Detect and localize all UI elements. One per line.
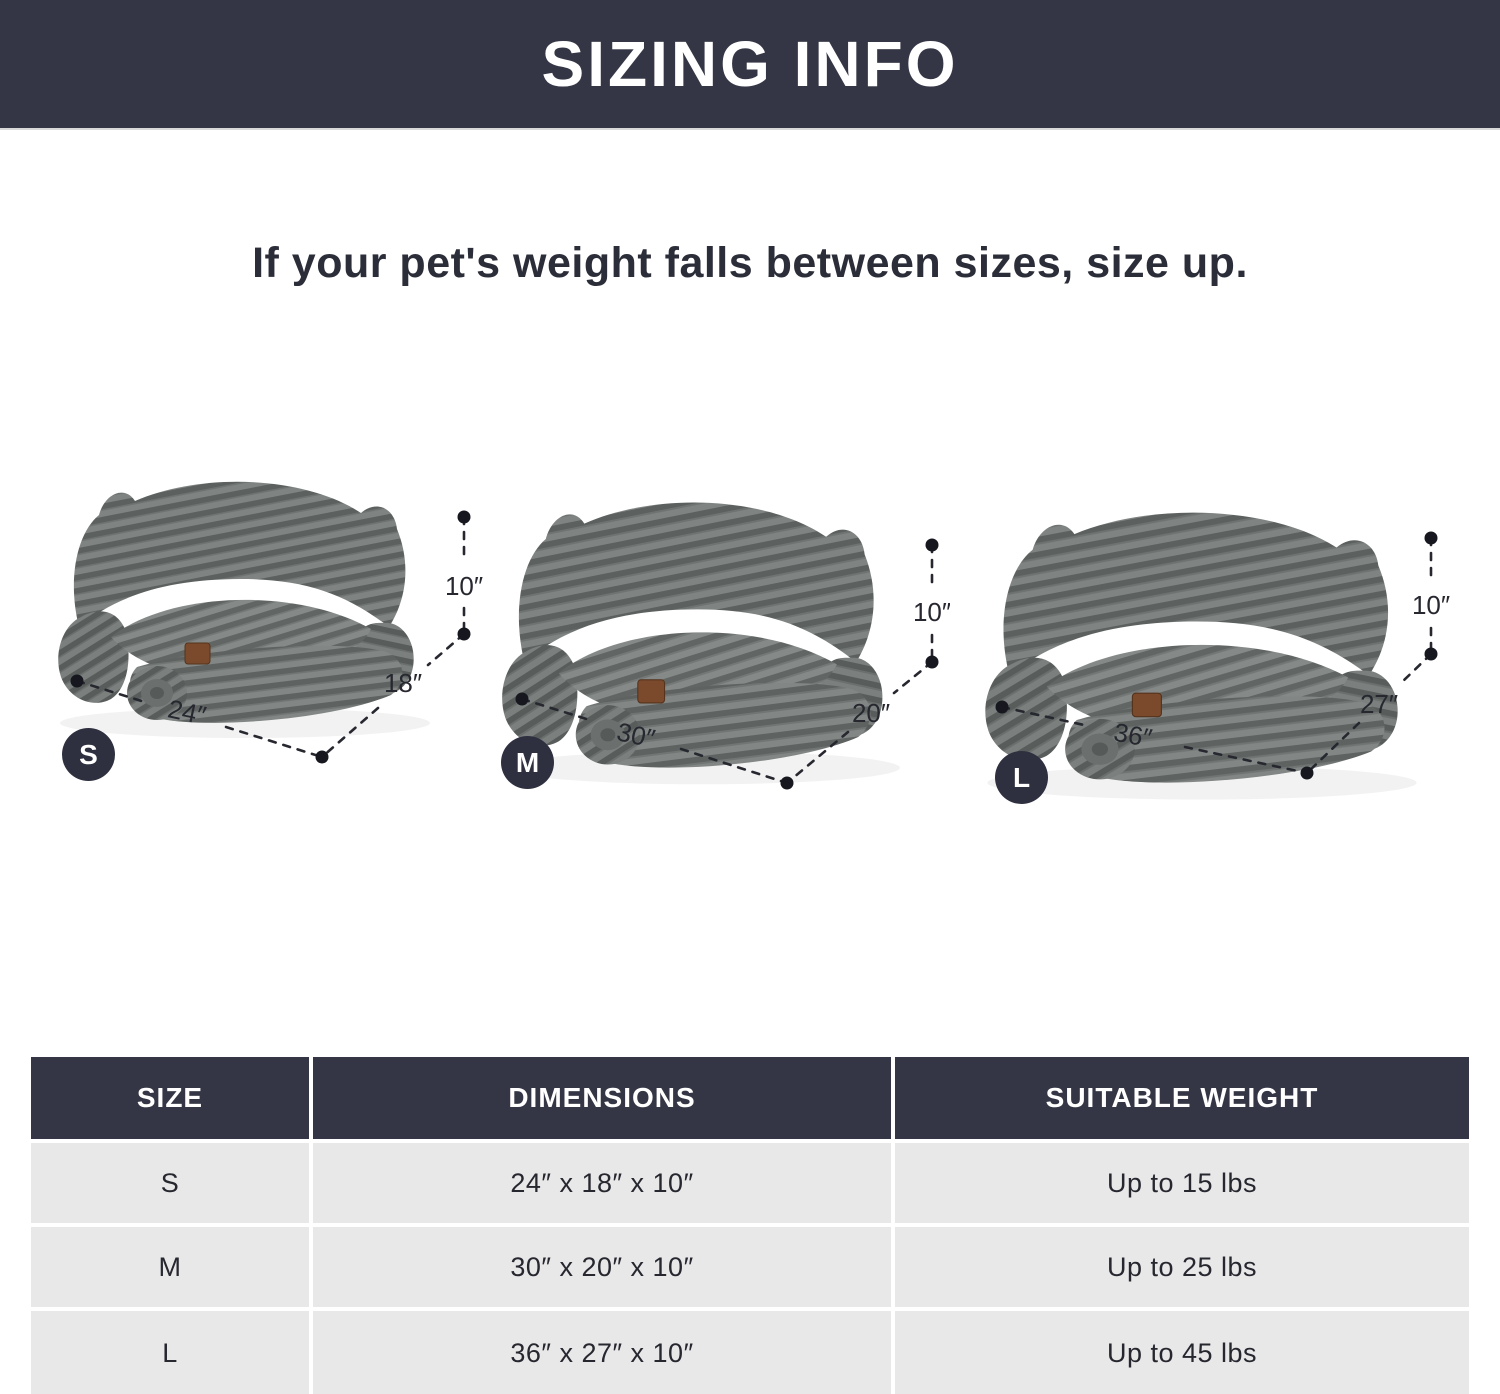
figure-size-l: 10″ 27″ 36″ <box>984 512 1450 801</box>
depth-dimension-label: 20″ <box>852 698 890 728</box>
column-header-size: SIZE <box>31 1057 309 1139</box>
table-header-row: SIZE DIMENSIONS SUITABLE WEIGHT <box>31 1057 1469 1139</box>
page-title: SIZING INFO <box>541 28 959 100</box>
dimension-annotation-height: 10″ <box>445 510 483 636</box>
cell-weight: Up to 15 lbs <box>895 1143 1469 1223</box>
cell-size: M <box>31 1227 309 1307</box>
column-header-suitable-weight: SUITABLE WEIGHT <box>895 1057 1469 1139</box>
dimension-annotation-height: 10″ <box>1412 531 1450 656</box>
size-badge-m: M <box>501 736 554 789</box>
table-row-l: L 36″ x 27″ x 10″ Up to 45 lbs <box>31 1311 1469 1394</box>
header: SIZING INFO <box>0 0 1500 130</box>
cell-size: L <box>31 1311 309 1394</box>
dimension-annotation-depth: 27″ <box>1305 647 1438 775</box>
width-dimension-label: 36″ <box>1112 717 1155 753</box>
column-header-dimensions: DIMENSIONS <box>313 1057 891 1139</box>
subtitle: If your pet's weight falls between sizes… <box>252 239 1248 287</box>
table-row-s: S 24″ x 18″ x 10″ Up to 15 lbs <box>31 1143 1469 1223</box>
cell-dimensions: 36″ x 27″ x 10″ <box>313 1311 891 1394</box>
height-dimension-label: 10″ <box>1412 590 1450 620</box>
sizing-table: SIZE DIMENSIONS SUITABLE WEIGHT S 24″ x … <box>31 1057 1469 1394</box>
figure-size-m: 10″ 20″ 30″ <box>501 501 950 790</box>
depth-dimension-label: 27″ <box>1360 689 1398 719</box>
cell-dimensions: 30″ x 20″ x 10″ <box>313 1227 891 1307</box>
size-badge-s: S <box>62 728 115 781</box>
cell-dimensions: 24″ x 18″ x 10″ <box>313 1143 891 1223</box>
figure-size-s: 10″ 18″ 24″ <box>57 481 483 764</box>
table-row-m: M 30″ x 20″ x 10″ Up to 25 lbs <box>31 1227 1469 1307</box>
dimension-annotation-depth: 20″ <box>785 655 939 785</box>
height-dimension-label: 10″ <box>445 571 483 601</box>
table-header: SIZE DIMENSIONS SUITABLE WEIGHT <box>31 1057 1469 1139</box>
height-dimension-label: 10″ <box>913 597 950 627</box>
depth-dimension-label: 18″ <box>384 668 422 698</box>
size-badge-l: L <box>995 751 1048 804</box>
cell-size: S <box>31 1143 309 1223</box>
dimension-annotation-depth: 18″ <box>320 627 471 759</box>
table-body: S 24″ x 18″ x 10″ Up to 15 lbs M 30″ x 2… <box>31 1143 1469 1394</box>
dimension-annotation-width: 36″ <box>995 700 1314 780</box>
dimension-annotation-height: 10″ <box>913 538 950 664</box>
cell-weight: Up to 45 lbs <box>895 1311 1469 1394</box>
cell-weight: Up to 25 lbs <box>895 1227 1469 1307</box>
